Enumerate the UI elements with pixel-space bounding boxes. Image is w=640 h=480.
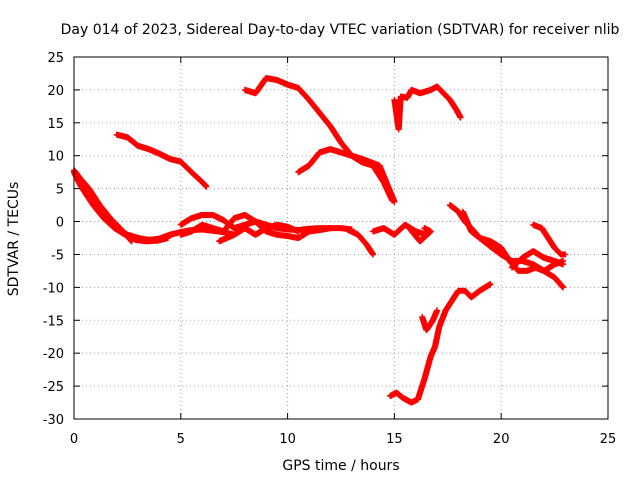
data-marker-trace	[508, 248, 567, 271]
y-tick-label: -15	[43, 314, 64, 329]
series-trace-p	[419, 307, 441, 334]
tick-marks	[73, 56, 609, 420]
series-trace-i	[216, 221, 302, 245]
x-tick-label: 25	[600, 432, 617, 447]
series-trace-c	[75, 175, 171, 245]
y-tick-label: -20	[43, 347, 64, 362]
data-marker-trace	[387, 281, 494, 406]
series-trace-k	[370, 221, 430, 238]
series-trace-f	[295, 146, 398, 205]
data-series	[71, 75, 569, 406]
y-axis-label: SDTVAR / TECUs	[6, 182, 22, 297]
data-marker-trace	[241, 75, 396, 204]
data-marker-trace	[530, 221, 569, 258]
y-tick-label: 5	[56, 183, 64, 198]
data-marker-trace	[216, 221, 302, 245]
x-tick-label: 20	[493, 432, 510, 447]
y-tick-label: -30	[43, 413, 64, 428]
data-marker-trace	[370, 221, 430, 238]
data-marker-trace	[75, 175, 171, 245]
series-trace-l	[406, 225, 434, 245]
x-tick-label: 0	[70, 432, 78, 447]
series-trace-j	[344, 226, 376, 258]
data-marker-trace	[419, 307, 441, 334]
series-trace-t	[508, 248, 567, 271]
x-tick-label: 10	[279, 432, 296, 447]
y-tick-label: 0	[56, 216, 64, 231]
plot-border	[73, 56, 609, 420]
data-marker-trace	[295, 146, 398, 205]
series-trace-n	[393, 106, 402, 130]
data-marker-trace	[393, 106, 402, 130]
y-tick-label: 15	[47, 117, 64, 132]
x-axis-label: GPS time / hours	[282, 458, 399, 474]
x-tick-labels: 0 5 10 15 20 25	[70, 432, 616, 447]
x-tick-label: 5	[177, 432, 185, 447]
chart-title: Day 014 of 2023, Sidereal Day-to-day VTE…	[61, 22, 620, 38]
x-tick-label: 15	[386, 432, 403, 447]
y-tick-label: 10	[47, 150, 64, 165]
data-marker-trace	[113, 131, 210, 190]
series-trace-o	[387, 281, 494, 406]
data-marker-trace	[406, 225, 434, 245]
series-trace-d	[113, 131, 210, 190]
y-tick-label: -5	[51, 248, 64, 263]
data-marker-trace	[391, 83, 464, 133]
y-tick-label: 25	[47, 51, 64, 66]
series-trace-e	[241, 75, 396, 204]
y-tick-label: 20	[47, 84, 64, 99]
y-tick-label: -25	[43, 380, 64, 395]
y-tick-labels: -30 -25 -20 -15 -10 -5 0 5 10 15 20 25	[43, 51, 64, 428]
y-tick-label: -10	[43, 281, 64, 296]
series-trace-m	[391, 83, 464, 133]
data-marker-trace	[344, 226, 376, 258]
series-trace-s	[530, 221, 569, 258]
